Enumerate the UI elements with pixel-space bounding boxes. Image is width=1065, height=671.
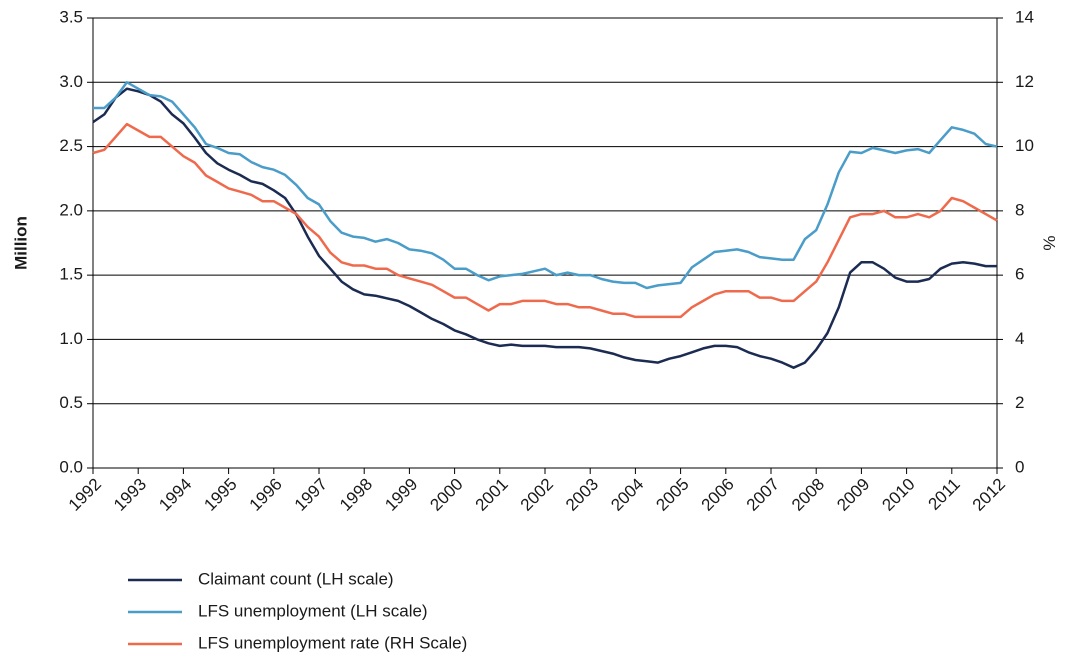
x-tick-label: 1998 [336, 475, 376, 515]
y-axis-label: Million [11, 216, 30, 270]
x-tick-label: 2002 [517, 475, 557, 515]
y-tick-label: 2.5 [59, 136, 83, 155]
legend-label: Claimant count (LH scale) [198, 569, 394, 588]
x-tick-label: 1996 [246, 475, 286, 515]
x-tick-label: 1995 [200, 475, 240, 515]
x-tick-label: 1997 [291, 475, 331, 515]
x-tick-label: 1994 [155, 475, 195, 515]
series-line [93, 81, 998, 290]
y2-tick-label: 4 [1015, 329, 1024, 348]
y2-tick-label: 10 [1015, 136, 1034, 155]
y-tick-label: 0.5 [59, 393, 83, 412]
y2-tick-label: 2 [1015, 393, 1024, 412]
x-tick-label: 2003 [562, 475, 602, 515]
y2-tick-label: 12 [1015, 72, 1034, 91]
legend-label: LFS unemployment rate (RH Scale) [198, 633, 467, 652]
legend-label: LFS unemployment (LH scale) [198, 601, 428, 620]
y-tick-label: 3.5 [59, 7, 83, 26]
x-tick-label: 2001 [472, 475, 512, 515]
x-tick-label: 1993 [110, 475, 150, 515]
y-tick-label: 3.0 [59, 72, 83, 91]
y-tick-label: 0.0 [59, 457, 83, 476]
x-tick-label: 2011 [925, 475, 964, 514]
x-tick-label: 2008 [788, 475, 828, 515]
y-tick-label: 1.0 [59, 329, 83, 348]
series-line [92, 122, 998, 319]
y2-axis-label: % [1040, 235, 1059, 250]
y-tick-label: 1.5 [59, 265, 83, 284]
y2-tick-label: 14 [1015, 7, 1034, 26]
series-line [92, 87, 997, 369]
x-tick-label: 2000 [426, 475, 466, 515]
x-tick-label: 1992 [65, 475, 105, 515]
y-tick-label: 2.0 [59, 200, 83, 219]
x-tick-label: 2005 [652, 475, 692, 515]
x-tick-label: 2009 [833, 475, 873, 515]
x-tick-label: 2010 [878, 475, 918, 515]
y2-tick-label: 6 [1015, 265, 1024, 284]
x-tick-label: 2012 [969, 475, 1009, 515]
x-tick-label: 2007 [743, 475, 783, 515]
y2-tick-label: 0 [1015, 457, 1024, 476]
x-tick-label: 1999 [381, 475, 421, 515]
y2-tick-label: 8 [1015, 200, 1024, 219]
x-tick-label: 2006 [698, 475, 738, 515]
x-tick-label: 2004 [607, 475, 647, 515]
